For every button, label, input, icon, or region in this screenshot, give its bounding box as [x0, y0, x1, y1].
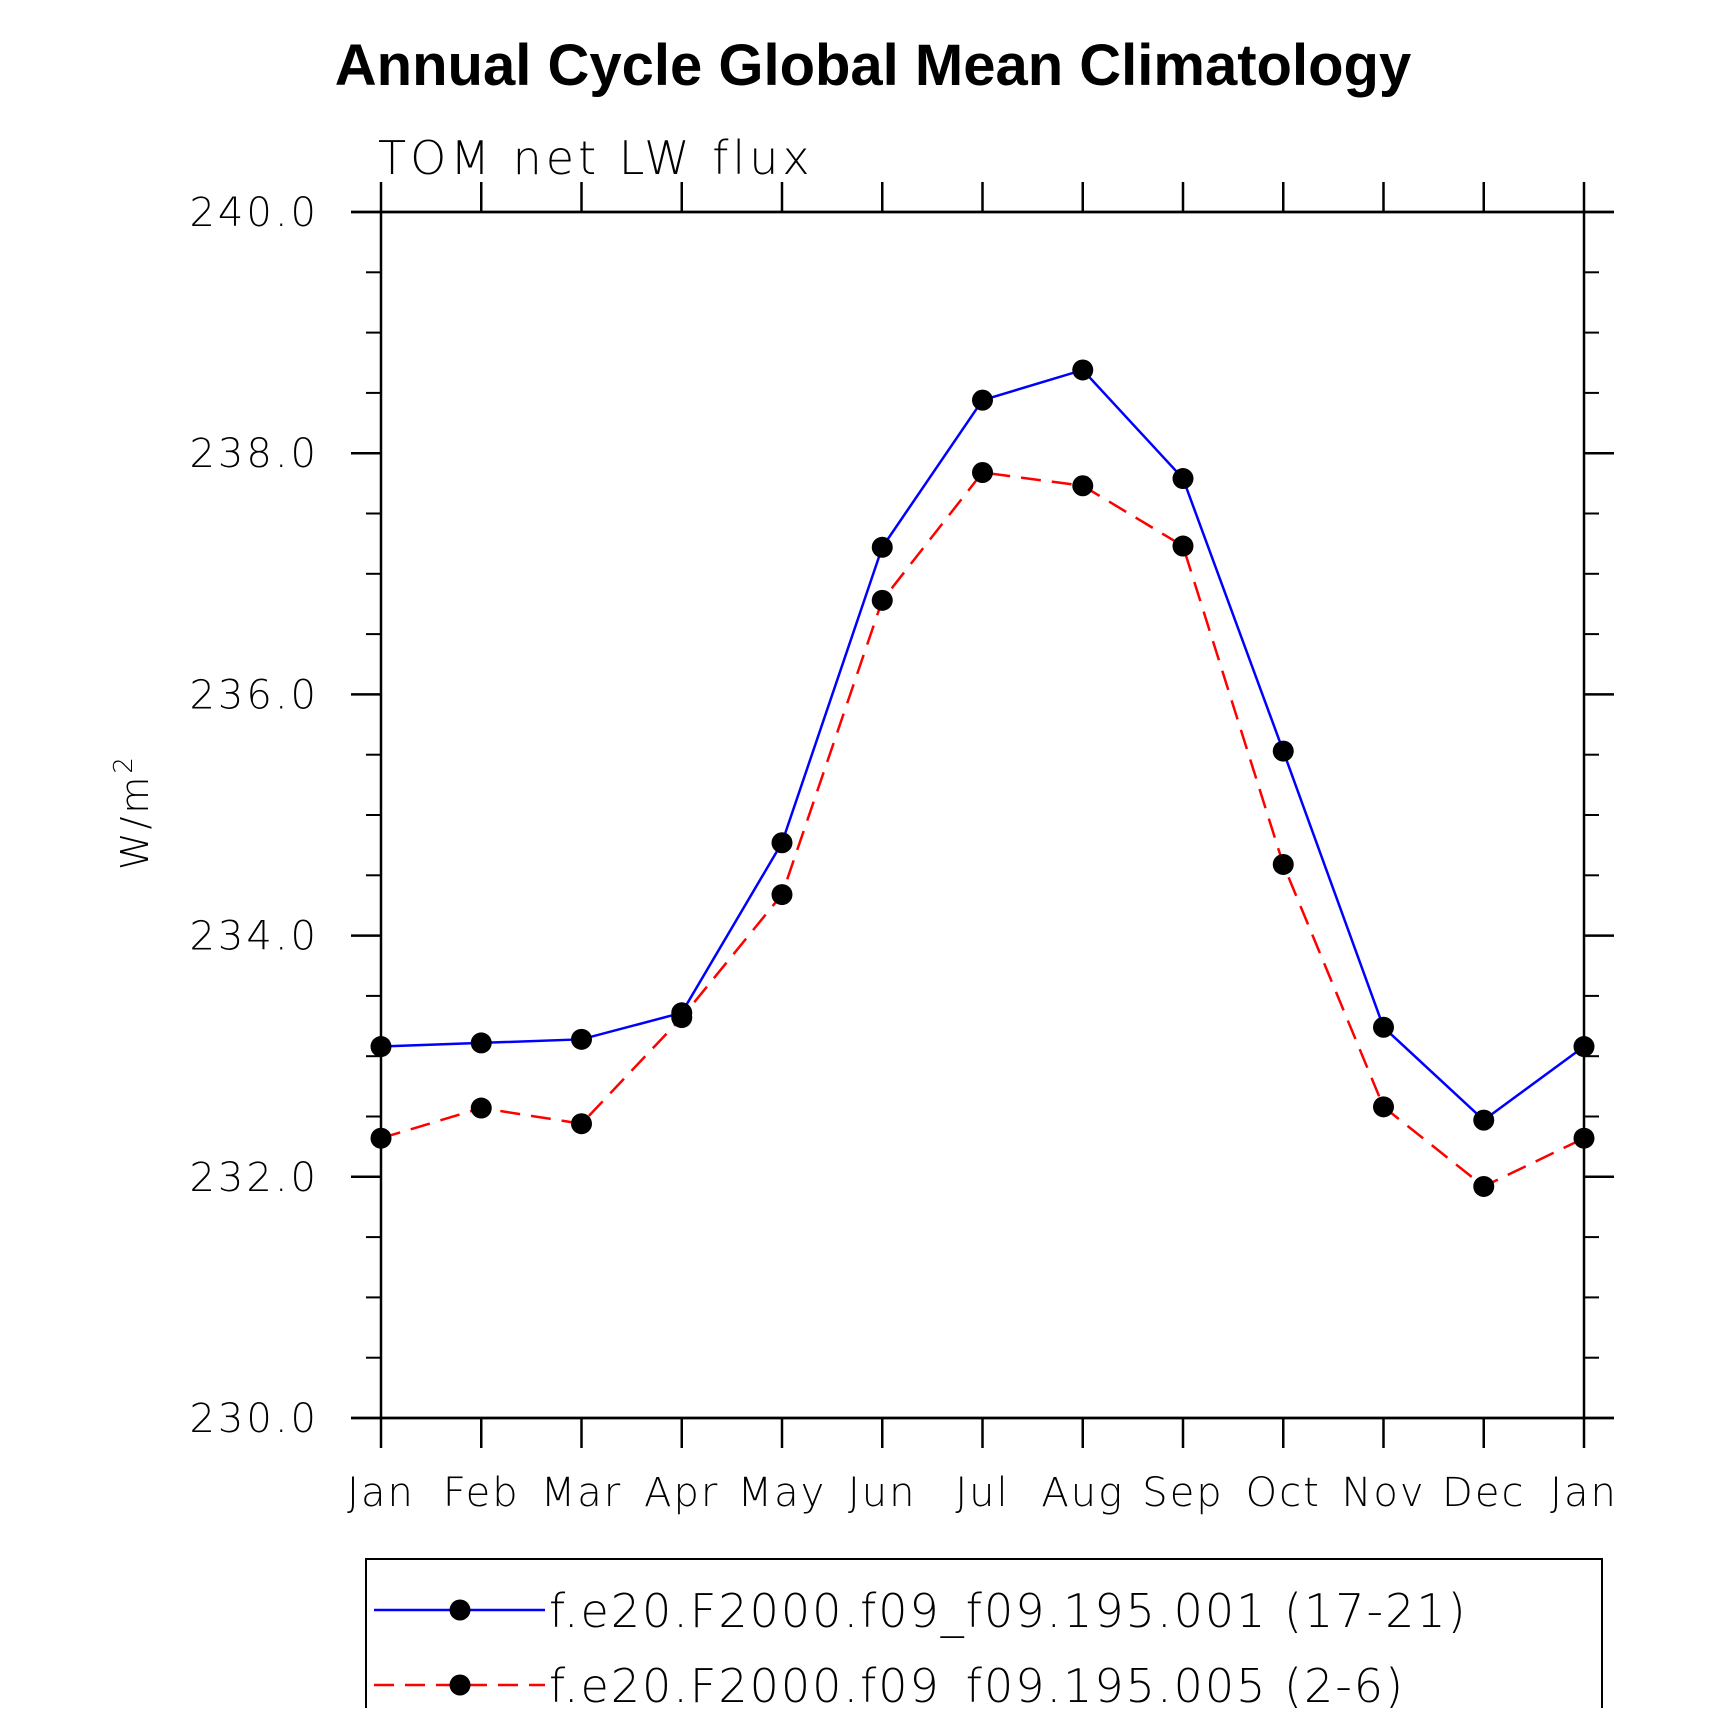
y-axis-title: W/m2 [109, 754, 157, 870]
chart-subtitle: TOM net LW flux [378, 131, 814, 185]
legend-box [365, 1558, 1603, 1713]
y-tick-label: 232.0 [189, 1155, 319, 1201]
series-2-point [1272, 853, 1294, 875]
x-tick-label: Jan [347, 1470, 415, 1516]
series-layer [370, 359, 1595, 1197]
x-tick-label: Oct [1246, 1470, 1321, 1516]
series-line-2 [380, 471, 1585, 1188]
svg-text:W/m2: W/m2 [109, 754, 157, 870]
series-2-point [470, 1097, 492, 1119]
series-2-point [571, 1113, 592, 1135]
legend-marker-1 [449, 1599, 471, 1621]
x-tick-label: Jan [1550, 1470, 1618, 1516]
x-tick-label: Apr [644, 1470, 719, 1516]
x-tick-label: May [738, 1470, 827, 1516]
plot-frame [379, 210, 1586, 1420]
x-tick-label: Nov [1341, 1470, 1425, 1516]
series-1-point [871, 536, 893, 558]
y-axis-label: W/m [113, 774, 157, 870]
x-tick-label: Jul [955, 1470, 1009, 1516]
series-2-point [972, 461, 993, 483]
y-tick-label: 234.0 [189, 914, 319, 960]
series-2-point [671, 1007, 693, 1029]
series-1-point [1373, 1016, 1394, 1038]
y-tick-label: 236.0 [189, 672, 319, 718]
x-tick-label: Mar [541, 1470, 622, 1516]
series-1-point [1272, 740, 1294, 762]
x-tick-label: Jun [848, 1470, 917, 1516]
y-tick-label: 230.0 [189, 1396, 319, 1442]
series-2-point [1473, 1175, 1495, 1197]
y-axis-label-superscript: 2 [109, 754, 139, 774]
series-1-point [1473, 1109, 1495, 1131]
legend-label-1: f.e20.F2000.f09_f09.195.001 (17-21) [549, 1584, 1468, 1638]
x-tick-label: Dec [1442, 1470, 1525, 1516]
axes-ticks: 230.0 232.0 234.0 236.0 238.0 240.0 Jan Feb Mar A… [189, 182, 1618, 1516]
x-tick-label: Feb [443, 1470, 520, 1516]
chart-title: Annual Cycle Global Mean Climatology [335, 33, 1411, 98]
series-2-point [771, 884, 793, 906]
y-tick-label: 238.0 [189, 431, 319, 477]
legend: f.e20.F2000.f09_f09.195.001 (17-21) f.e20… [365, 1558, 1603, 1713]
series-1-point [972, 389, 993, 411]
series-1-point [1172, 468, 1194, 490]
series-2-point [1072, 475, 1094, 497]
legend-label-2: f.e20.F2000.f09_f09.195.005 (2-6) [549, 1659, 1405, 1708]
series-1-point [771, 832, 793, 854]
series-1-point [1072, 359, 1094, 381]
series-1-point [571, 1028, 592, 1050]
x-tick-label: Aug [1041, 1470, 1124, 1516]
y-tick-label: 240.0 [189, 190, 319, 236]
series-2-point [871, 589, 893, 611]
x-tick-label: Sep [1142, 1470, 1223, 1516]
legend-marker-2 [449, 1674, 471, 1696]
series-1-point [470, 1032, 492, 1054]
series-2-point [1172, 535, 1194, 557]
series-2-point [1373, 1096, 1394, 1118]
